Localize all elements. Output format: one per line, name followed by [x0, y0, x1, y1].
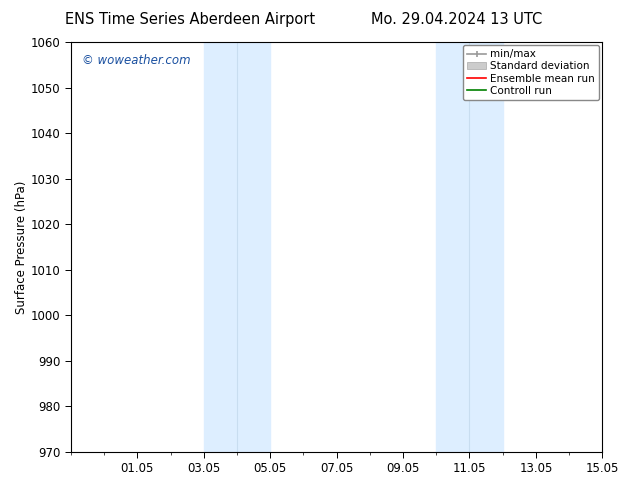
Text: Mo. 29.04.2024 13 UTC: Mo. 29.04.2024 13 UTC — [371, 12, 542, 27]
Bar — [204, 42, 270, 452]
Y-axis label: Surface Pressure (hPa): Surface Pressure (hPa) — [15, 180, 28, 314]
Legend: min/max, Standard deviation, Ensemble mean run, Controll run: min/max, Standard deviation, Ensemble me… — [463, 45, 599, 100]
Bar — [436, 42, 503, 452]
Text: ENS Time Series Aberdeen Airport: ENS Time Series Aberdeen Airport — [65, 12, 315, 27]
Text: © woweather.com: © woweather.com — [82, 54, 190, 67]
